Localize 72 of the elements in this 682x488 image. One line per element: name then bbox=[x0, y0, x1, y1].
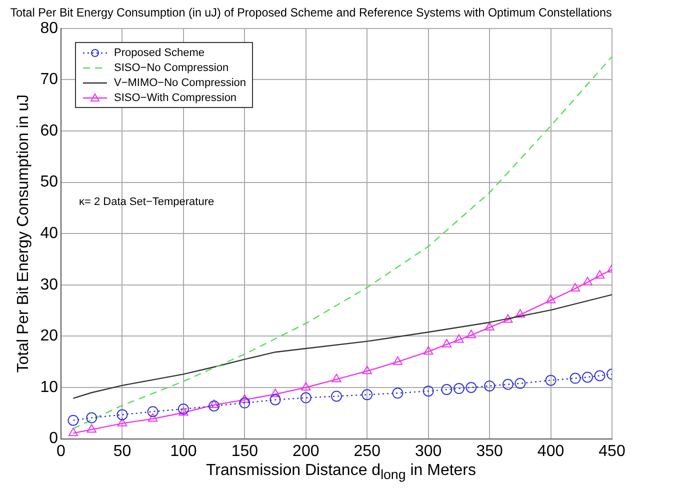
point bbox=[331, 390, 342, 402]
point bbox=[484, 322, 494, 330]
y-tick-label: 50 bbox=[40, 174, 58, 191]
point bbox=[502, 378, 514, 390]
y-tick-label: 60 bbox=[40, 122, 58, 140]
point bbox=[68, 414, 79, 426]
legend-label: SISO−With Compression bbox=[114, 92, 237, 104]
point bbox=[270, 394, 281, 406]
point bbox=[178, 407, 188, 416]
point bbox=[442, 338, 452, 348]
point bbox=[570, 372, 581, 384]
point bbox=[301, 382, 311, 390]
legend-label: Proposed Scheme bbox=[114, 46, 204, 59]
legend-label: SISO−No Compression bbox=[114, 62, 229, 74]
point bbox=[515, 309, 525, 318]
point bbox=[570, 282, 580, 292]
point bbox=[594, 370, 606, 382]
x-tick-label: 250 bbox=[354, 442, 381, 460]
legend-label: V−MIMO−No Compression bbox=[114, 76, 246, 89]
point bbox=[208, 400, 220, 412]
point bbox=[178, 404, 189, 415]
chart-title: Total Per Bit Energy Consumption (in uJ) of Proposed Scheme and Reference Systems with Optimum Constellations bbox=[10, 5, 612, 20]
point bbox=[240, 394, 250, 403]
annotation: κ= 2 Data Set−Temperature bbox=[78, 196, 214, 208]
x-tick-label: 100 bbox=[170, 442, 197, 460]
x-tick-label: 450 bbox=[598, 442, 626, 460]
y-tick-label: 10 bbox=[40, 378, 58, 396]
point bbox=[86, 412, 98, 424]
point bbox=[453, 383, 464, 394]
point bbox=[484, 380, 496, 392]
point bbox=[86, 424, 96, 433]
point bbox=[300, 392, 312, 404]
x-axis-title: Transmission Distance d$_{long}$ in Meters bbox=[204, 462, 478, 482]
point bbox=[117, 418, 128, 426]
point bbox=[209, 399, 219, 408]
point bbox=[594, 270, 605, 279]
point bbox=[466, 382, 477, 393]
y-tick-label: 30 bbox=[40, 276, 58, 294]
point bbox=[454, 334, 464, 343]
y-tick-label: 80 bbox=[40, 20, 58, 37]
point bbox=[116, 409, 128, 420]
point bbox=[424, 346, 434, 355]
point bbox=[239, 397, 250, 408]
point bbox=[514, 378, 526, 389]
point bbox=[362, 389, 373, 400]
point bbox=[362, 366, 372, 374]
x-tick-label: 300 bbox=[414, 442, 442, 460]
point bbox=[68, 428, 78, 436]
point bbox=[147, 406, 158, 418]
point bbox=[422, 386, 434, 397]
y-tick-label: 20 bbox=[40, 328, 58, 345]
point bbox=[466, 330, 476, 338]
point bbox=[545, 374, 556, 386]
x-tick-label: 150 bbox=[231, 442, 258, 460]
y-tick-label: 70 bbox=[40, 71, 58, 88]
point bbox=[392, 356, 403, 365]
point bbox=[148, 413, 158, 422]
point bbox=[441, 384, 452, 396]
point bbox=[270, 388, 280, 398]
point bbox=[546, 294, 556, 304]
y-axis-title: Total Per Bit Energy Consumption in uJ bbox=[15, 94, 32, 373]
point bbox=[582, 372, 594, 383]
y-tick-label: 40 bbox=[40, 225, 58, 242]
x-tick-label: 350 bbox=[476, 442, 503, 460]
x-tick-label: 50 bbox=[113, 442, 132, 460]
x-tick-label: 400 bbox=[537, 442, 564, 460]
point bbox=[332, 374, 342, 382]
x-tick-label: 200 bbox=[292, 442, 320, 460]
point bbox=[582, 276, 592, 286]
y-tick-label: 0 bbox=[49, 430, 58, 448]
point bbox=[392, 388, 404, 399]
point bbox=[503, 314, 513, 323]
